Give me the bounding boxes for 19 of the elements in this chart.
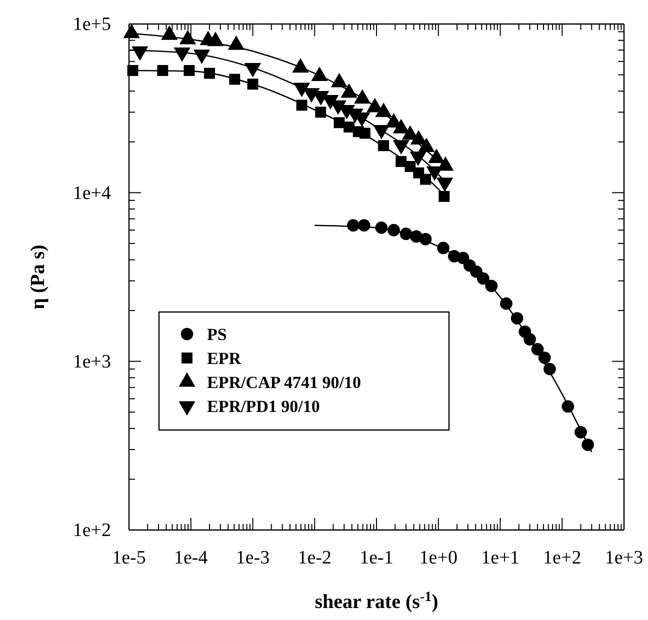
y-axis-title: η (Pa s) <box>27 244 49 310</box>
x-tick-label: 1e-4 <box>174 547 208 568</box>
y-tick-label: 1e+3 <box>72 351 111 372</box>
x-tick-label: 1e+0 <box>419 547 458 568</box>
x-tick-label: 1e-3 <box>236 547 270 568</box>
legend-label: EPR/PD1 90/10 <box>207 397 320 416</box>
y-tick-label: 1e+2 <box>72 520 111 542</box>
x-tick-label: 1e+3 <box>604 547 644 568</box>
x-tick-label: 1e-2 <box>298 547 332 568</box>
x-tick-label: 1e+2 <box>543 547 582 568</box>
legend-label: PS <box>207 325 227 344</box>
legend-label: EPR/CAP 4741 90/10 <box>207 373 361 392</box>
x-tick-label: 1e-1 <box>360 547 394 568</box>
x-tick-label: 1e-5 <box>112 547 146 568</box>
y-tick-label: 1e+5 <box>72 14 111 36</box>
y-tick-label: 1e+4 <box>72 182 112 204</box>
x-tick-label: 1e+1 <box>481 547 520 568</box>
x-axis-title: shear rate (s$^{-1}$) <box>314 590 438 613</box>
legend-label: EPR <box>207 349 242 368</box>
